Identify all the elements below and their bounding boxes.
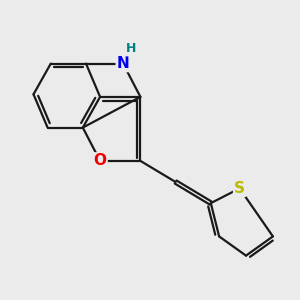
Text: O: O — [94, 153, 106, 168]
Text: N: N — [117, 56, 130, 71]
Text: H: H — [126, 42, 136, 56]
Text: S: S — [234, 181, 245, 196]
